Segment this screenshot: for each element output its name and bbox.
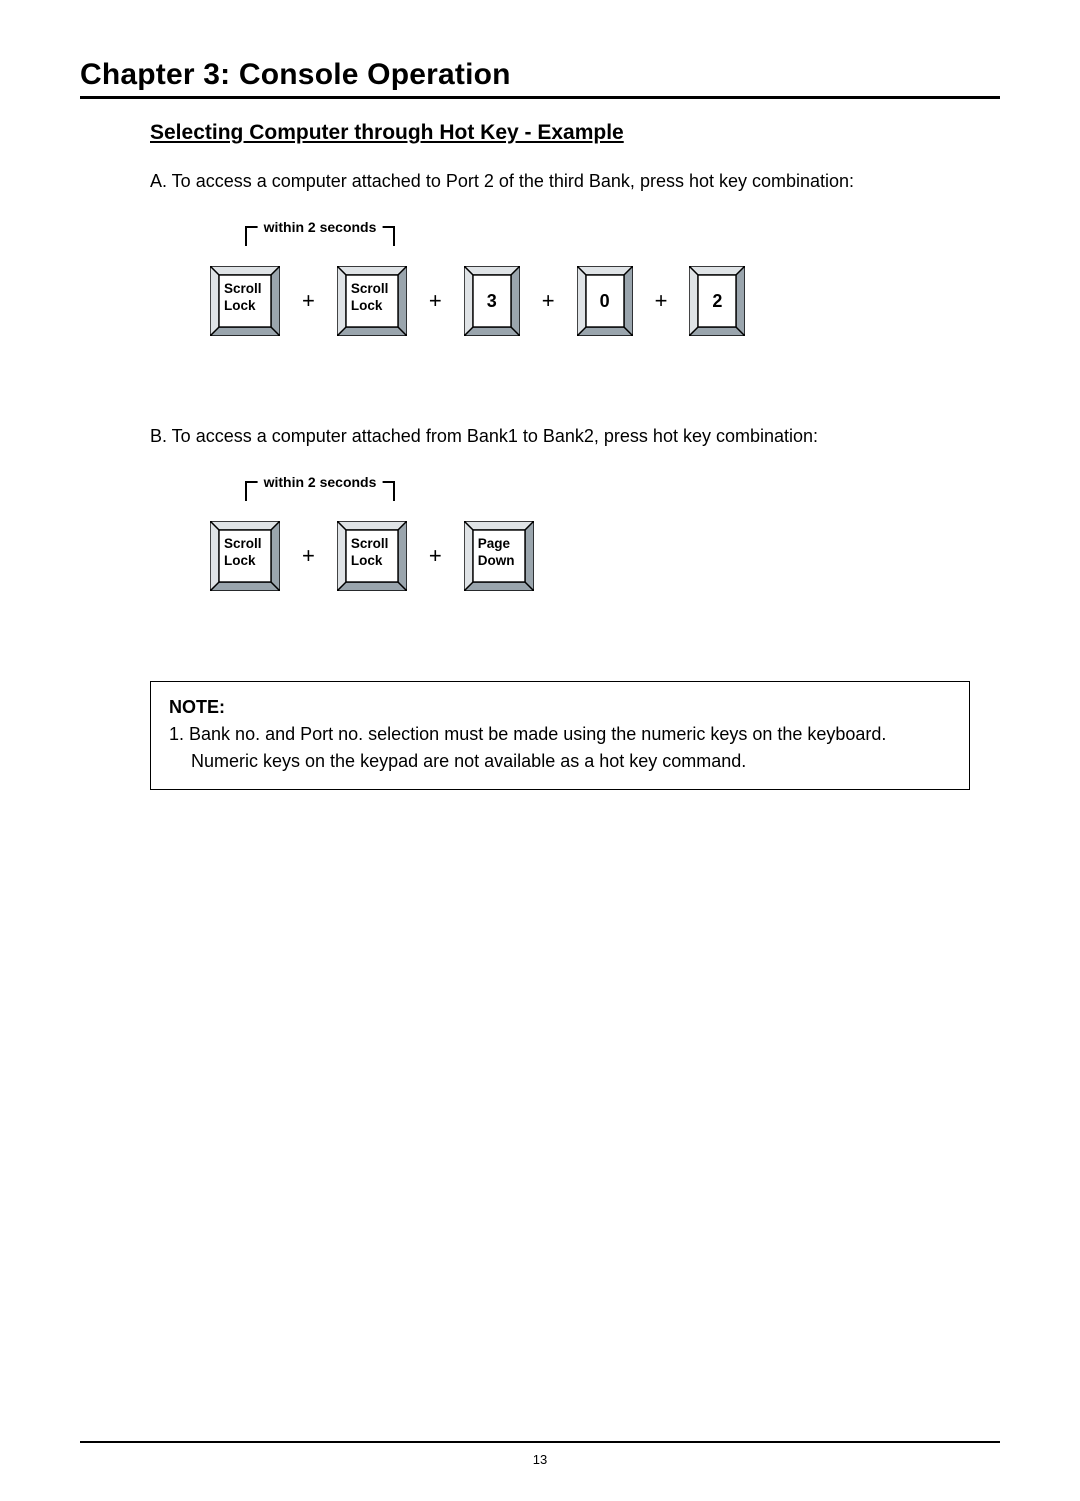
keyboard-key: Scroll Lock <box>210 266 280 336</box>
note-box: NOTE: 1. Bank no. and Port no. selection… <box>150 681 970 790</box>
plus-separator: + <box>633 288 690 314</box>
keyseq-b: within 2 seconds Scroll Lock+Scroll Lock… <box>210 481 970 621</box>
timing-bracket-a: within 2 seconds <box>245 226 395 258</box>
example-b-text: B. To access a computer attached from Ba… <box>150 426 970 447</box>
keyboard-key: Scroll Lock <box>337 266 407 336</box>
keyboard-key-label: Scroll Lock <box>221 532 269 580</box>
page-number: 13 <box>0 1452 1080 1467</box>
keyboard-key: 3 <box>464 266 520 336</box>
keyboard-key: Scroll Lock <box>210 521 280 591</box>
timing-bracket-a-label: within 2 seconds <box>258 219 383 235</box>
keyboard-key-label: 3 <box>475 277 509 325</box>
keyboard-key: Page Down <box>464 521 534 591</box>
title-rule <box>80 96 1000 99</box>
keyrow-a: Scroll Lock + Scroll Lock +3 +0 +2 <box>210 266 745 336</box>
note-item-number: 1. <box>169 724 184 744</box>
plus-separator: + <box>407 288 464 314</box>
keyboard-key-label: Scroll Lock <box>221 277 269 325</box>
plus-separator: + <box>280 288 337 314</box>
example-a-text: A. To access a computer attached to Port… <box>150 171 970 192</box>
keyboard-key-label: 2 <box>700 277 734 325</box>
keyrow-b: Scroll Lock + Scroll Lock + Page Down <box>210 521 534 591</box>
page-content: Selecting Computer through Hot Key - Exa… <box>80 121 1000 790</box>
timing-bracket-b-label: within 2 seconds <box>258 474 383 490</box>
keyboard-key: 0 <box>577 266 633 336</box>
keyboard-key: 2 <box>689 266 745 336</box>
footer-rule <box>80 1441 1000 1443</box>
plus-separator: + <box>407 543 464 569</box>
section-title: Selecting Computer through Hot Key - Exa… <box>150 121 970 145</box>
keyseq-a: within 2 seconds Scroll Lock+Scroll Lock… <box>210 226 970 366</box>
chapter-title: Chapter 3: Console Operation <box>80 58 1000 92</box>
plus-separator: + <box>520 288 577 314</box>
note-line2: Numeric keys on the keypad are not avail… <box>169 748 951 775</box>
keyboard-key-label: Scroll Lock <box>348 277 396 325</box>
note-title: NOTE: <box>169 694 951 721</box>
keyboard-key-label: Page Down <box>475 532 523 580</box>
document-page: Chapter 3: Console Operation Selecting C… <box>0 0 1080 1501</box>
note-item-1: 1. Bank no. and Port no. selection must … <box>169 721 951 775</box>
plus-separator: + <box>280 543 337 569</box>
note-line1: Bank no. and Port no. selection must be … <box>189 724 886 744</box>
keyboard-key: Scroll Lock <box>337 521 407 591</box>
keyboard-key-label: Scroll Lock <box>348 532 396 580</box>
keyboard-key-label: 0 <box>588 277 622 325</box>
timing-bracket-b: within 2 seconds <box>245 481 395 513</box>
